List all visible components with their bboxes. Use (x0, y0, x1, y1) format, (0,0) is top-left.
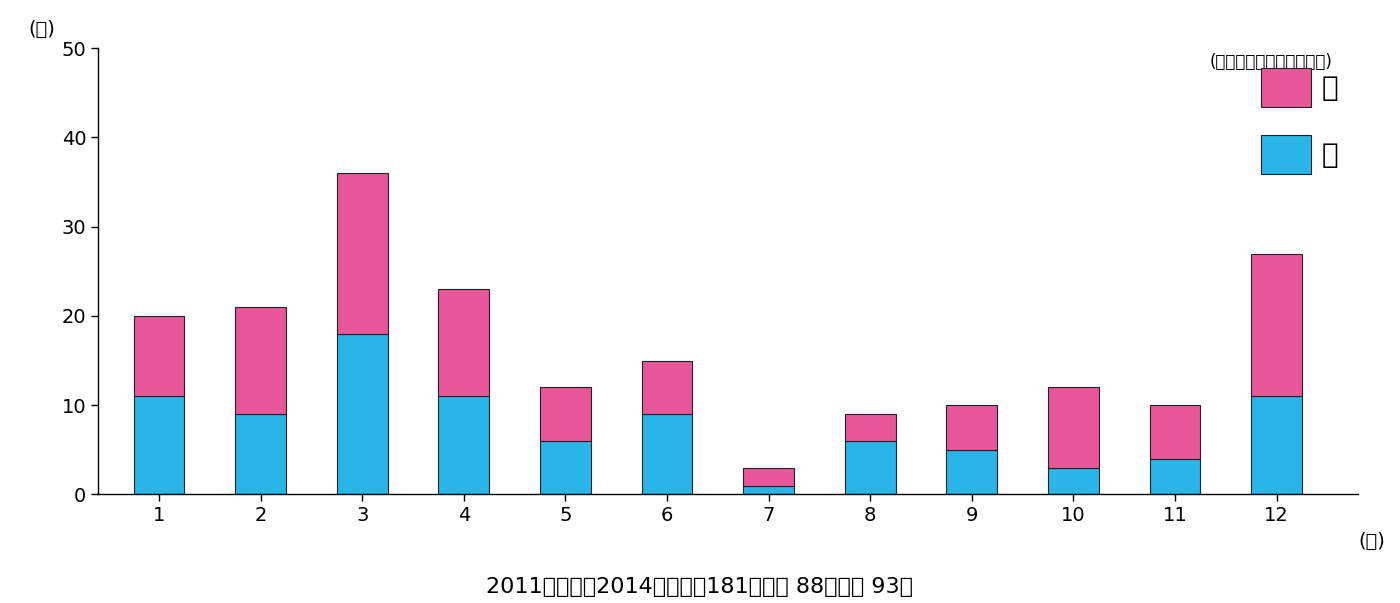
Bar (1252, 396, 1302, 494)
Bar (235, 414, 286, 494)
Legend: 女, 男: 女, 男 (1250, 57, 1350, 185)
Text: (例): (例) (29, 21, 56, 39)
Bar (438, 396, 489, 494)
Bar (844, 414, 896, 441)
Bar (844, 441, 896, 494)
Bar (133, 316, 185, 396)
Text: 2011年４月～2014年３月　181例：男 88例　女 93例: 2011年４月～2014年３月 181例：男 88例 女 93例 (487, 577, 913, 597)
Bar (1149, 459, 1200, 494)
Bar (438, 289, 489, 396)
Bar (337, 334, 388, 494)
Bar (641, 361, 693, 414)
Bar (133, 396, 185, 494)
Bar (1049, 387, 1099, 468)
Text: (月): (月) (1358, 532, 1385, 551)
Bar (1252, 253, 1302, 396)
Bar (235, 307, 286, 414)
Text: (提供：空港前クリニック): (提供：空港前クリニック) (1210, 52, 1333, 71)
Bar (1049, 468, 1099, 494)
Bar (540, 441, 591, 494)
Bar (540, 387, 591, 441)
Bar (743, 468, 794, 485)
Bar (946, 450, 997, 494)
Bar (946, 405, 997, 450)
Bar (337, 173, 388, 334)
Bar (1149, 405, 1200, 459)
Bar (641, 414, 693, 494)
Bar (743, 485, 794, 494)
